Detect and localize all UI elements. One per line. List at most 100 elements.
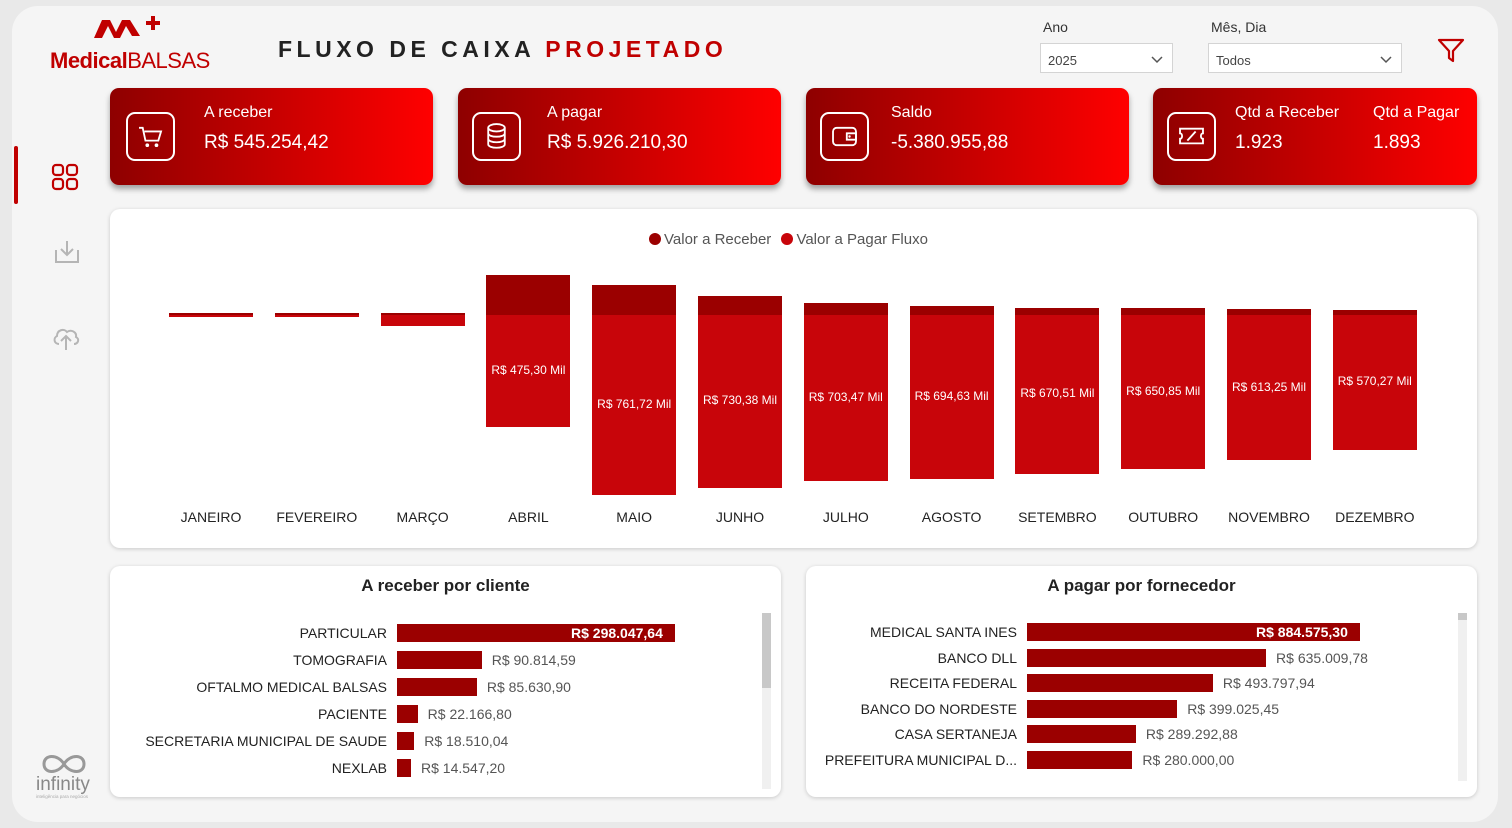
category-label: NEXLAB — [331, 760, 387, 776]
horizontal-bar[interactable] — [397, 732, 415, 750]
scrollbar-track[interactable] — [762, 613, 771, 789]
category-label: PARTICULAR — [299, 625, 387, 641]
horizontal-bar[interactable] — [1027, 751, 1133, 769]
value-label: R$ 14.547,20 — [421, 760, 506, 776]
horizontal-bar[interactable] — [1027, 725, 1136, 744]
cart-icon — [126, 112, 175, 161]
bar-receber[interactable] — [1121, 308, 1206, 315]
horizontal-bar[interactable] — [397, 705, 418, 723]
mes-dia-slicer-value: Todos — [1216, 53, 1251, 68]
category-label: RECEITA FEDERAL — [889, 675, 1017, 692]
month-tick-label: MAIO — [616, 509, 653, 525]
horizontal-bar[interactable] — [397, 651, 482, 669]
month-tick-label: AGOSTO — [921, 509, 982, 525]
horizontal-bar[interactable] — [397, 759, 411, 777]
medical-balsas-logo-mark — [94, 16, 160, 38]
bar-pagar[interactable] — [592, 315, 677, 496]
horizontal-bar[interactable] — [397, 624, 675, 642]
chevron-down-icon — [1380, 56, 1392, 64]
horizontal-bar[interactable] — [1027, 648, 1267, 667]
bar-receber[interactable] — [380, 313, 465, 315]
kpi-label-qtd-receber: Qtd a Receber — [1235, 104, 1340, 121]
value-label: R$ 289.292,88 — [1145, 726, 1238, 743]
value-label: R$ 298.047,64 — [571, 625, 663, 641]
category-label: MEDICAL SANTA INES — [869, 624, 1017, 640]
bar-receber[interactable] — [1227, 309, 1311, 315]
download-tray-icon[interactable] — [52, 238, 82, 268]
scrollbar-track[interactable] — [1458, 613, 1467, 781]
bar-receber[interactable] — [803, 302, 888, 315]
month-tick-label: FEVEREIRO — [276, 509, 358, 525]
category-label: SECRETARIA MUNICIPAL DE SAUDE — [145, 733, 387, 749]
kpi-value: R$ 545.254,42 — [204, 132, 329, 153]
category-label: PACIENTE — [318, 706, 387, 722]
value-label: R$ 22.166,80 — [427, 706, 512, 722]
kpi-card-a-pagar: A pagar R$ 5.926.210,30 — [458, 88, 781, 185]
bar-receber[interactable] — [592, 285, 677, 315]
kpi-card-a-receber: A receber R$ 545.254,42 — [110, 88, 433, 185]
bar-pagar[interactable] — [1332, 315, 1417, 450]
category-label: OFTALMO MEDICAL BALSAS — [196, 679, 387, 695]
bar-receber[interactable] — [698, 296, 782, 315]
chart-legend: Valor a Receber Valor a Pagar Fluxo — [649, 231, 928, 248]
bar-receber[interactable] — [274, 313, 359, 315]
horizontal-bar[interactable] — [397, 678, 477, 696]
filter-icon[interactable] — [1436, 36, 1466, 64]
mes-dia-slicer-label: Mês, Dia — [1211, 19, 1267, 35]
bar-pagar[interactable] — [1227, 315, 1311, 461]
kpi-card-saldo: Saldo -5.380.955,88 — [806, 88, 1129, 185]
value-label: R$ 399.025,45 — [1187, 700, 1280, 717]
mes-dia-slicer-dropdown[interactable]: Todos — [1208, 43, 1402, 73]
data-label: R$ 670,51 Mil — [1020, 386, 1095, 401]
scrollbar-thumb[interactable] — [1458, 613, 1467, 620]
value-label: R$ 90.814,59 — [491, 652, 576, 668]
month-tick-label: SETEMBRO — [1018, 509, 1097, 525]
value-label: R$ 635.009,78 — [1276, 649, 1368, 666]
bar-pagar[interactable] — [1015, 315, 1100, 474]
kpi-card-quantidades: Qtd a Receber 1.923 Qtd a Pagar 1.893 — [1153, 88, 1477, 185]
bar-receber[interactable] — [486, 274, 571, 315]
bar-receber[interactable] — [1015, 308, 1100, 315]
bar-pagar[interactable] — [803, 315, 888, 482]
scrollbar-thumb[interactable] — [762, 613, 771, 688]
value-label: R$ 280.000,00 — [1142, 752, 1235, 768]
bar-pagar[interactable] — [380, 315, 465, 327]
data-label: R$ 730,38 Mil — [702, 393, 778, 408]
month-tick-label: ABRIL — [508, 509, 549, 525]
horizontal-bar[interactable] — [1027, 623, 1360, 641]
legend-dot-pagar — [781, 233, 794, 245]
month-tick-label: JUNHO — [715, 509, 765, 525]
bar-pagar[interactable] — [1121, 315, 1206, 469]
bar-receber[interactable] — [169, 313, 253, 315]
horizontal-bar[interactable] — [1027, 699, 1178, 718]
category-label: BANCO DO NORDESTE — [860, 700, 1017, 717]
bar-pagar[interactable] — [274, 315, 359, 317]
horizontal-bar[interactable] — [1027, 674, 1213, 693]
bar-pagar[interactable] — [698, 315, 782, 488]
chevron-down-icon — [1151, 56, 1163, 64]
kpi-value: R$ 5.926.210,30 — [547, 132, 688, 153]
sidebar-active-indicator — [14, 146, 18, 204]
bar-pagar[interactable] — [169, 315, 253, 317]
kpi-value: -5.380.955,88 — [891, 132, 1009, 153]
legend-item-pagar[interactable]: Valor a Pagar Fluxo — [796, 231, 928, 248]
bar-receber[interactable] — [1332, 309, 1417, 315]
ano-slicer-dropdown[interactable]: 2025 — [1040, 43, 1173, 73]
wallet-icon — [820, 112, 869, 161]
legend-item-receber[interactable]: Valor a Receber — [664, 231, 772, 248]
data-label: R$ 650,85 Mil — [1126, 383, 1201, 398]
cloud-upload-icon[interactable] — [51, 322, 81, 352]
kpi-label: A pagar — [547, 104, 603, 121]
bar-pagar[interactable] — [486, 315, 571, 428]
dashboard-grid-icon[interactable] — [50, 162, 80, 192]
pagar-por-fornecedor-chart: A pagar por fornecedor MEDICAL SANTA INE… — [806, 566, 1477, 797]
data-label: R$ 475,30 Mil — [491, 363, 566, 378]
bar-pagar[interactable] — [909, 315, 994, 480]
month-tick-label: MARÇO — [396, 509, 449, 525]
bar-receber[interactable] — [909, 306, 994, 315]
kpi-label: A receber — [204, 104, 273, 121]
category-label: PREFEITURA MUNICIPAL D... — [824, 752, 1017, 768]
kpi-label-qtd-pagar: Qtd a Pagar — [1373, 104, 1460, 121]
data-label: R$ 703,47 Mil — [808, 390, 883, 405]
month-tick-label: JULHO — [822, 509, 869, 525]
